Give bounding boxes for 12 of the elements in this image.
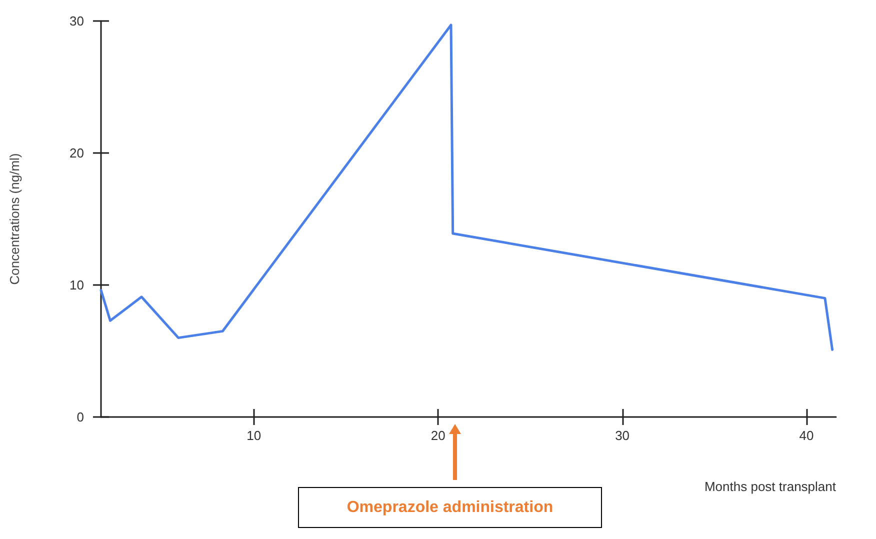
label-box: Omeprazole administration — [298, 487, 602, 528]
line-series — [100, 24, 834, 351]
y-axis-title: Concentrations (ng/ml) — [7, 153, 22, 285]
y-tick-label: 20 — [70, 146, 84, 160]
y-tick-label: 0 — [76, 410, 84, 424]
x-tick-label: 10 — [246, 428, 262, 443]
x-axis-title: Months post transplant — [704, 479, 836, 494]
y-tick-label: 10 — [70, 278, 84, 292]
x-tick-label: 20 — [430, 428, 446, 443]
y-tick-label: 30 — [70, 14, 84, 28]
x-tick-label: 30 — [615, 428, 630, 443]
x-tick-label: 40 — [799, 428, 814, 443]
